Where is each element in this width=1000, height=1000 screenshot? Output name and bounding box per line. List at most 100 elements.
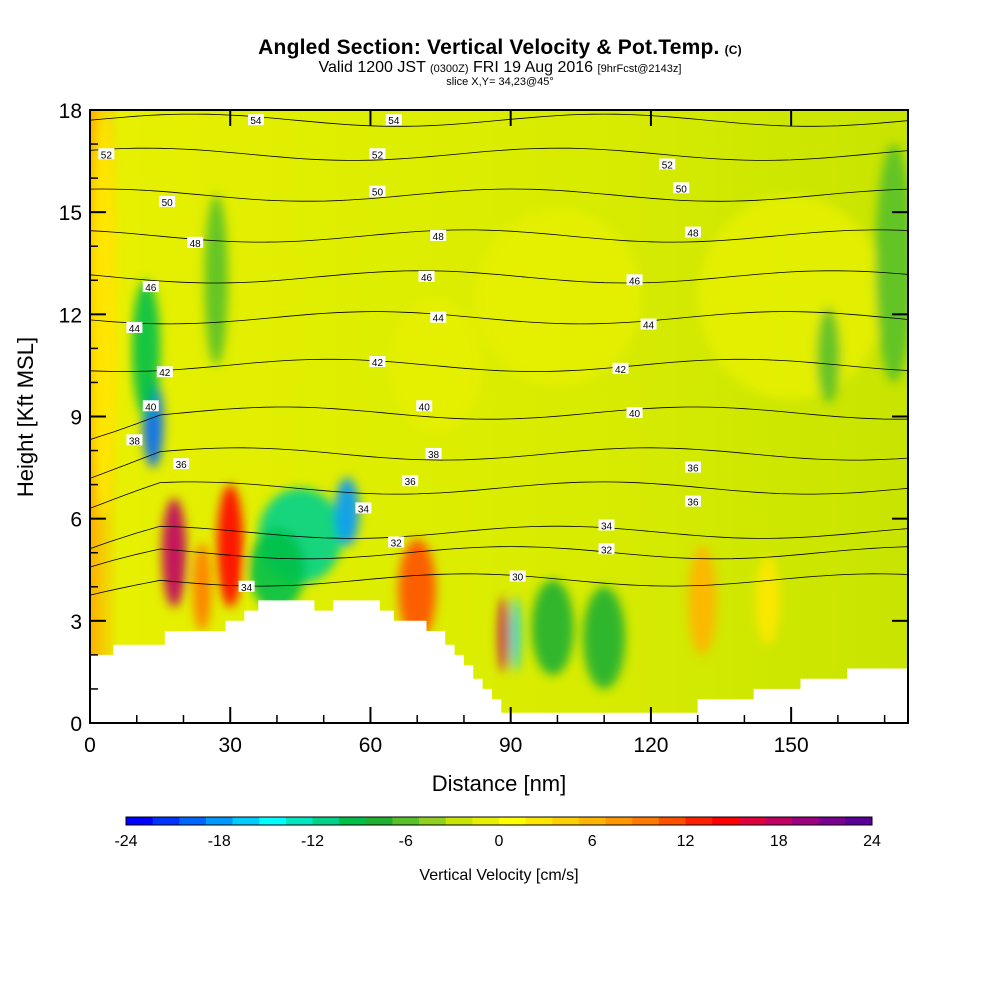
contour-label: 32 (388, 536, 405, 550)
contour-label: 40 (626, 407, 643, 420)
contour-label: 50 (673, 182, 690, 195)
velocity-cell (531, 579, 574, 676)
velocity-cell (697, 195, 885, 400)
svg-text:40: 40 (419, 402, 431, 413)
svg-text:38: 38 (129, 436, 141, 447)
velocity-cell (248, 528, 306, 611)
theta-contour-line (90, 270, 908, 284)
contour-label: 36 (684, 495, 701, 509)
contour-label: 44 (640, 318, 657, 332)
colorbar-swatch (738, 817, 766, 825)
colorbar-swatch (605, 817, 633, 825)
svg-text:42: 42 (615, 365, 627, 376)
title-unit: (C) (724, 43, 742, 57)
contour-label: 48 (430, 230, 447, 243)
colorbar-tick-label: -6 (399, 833, 413, 850)
svg-text:30: 30 (512, 573, 524, 584)
svg-text:34: 34 (601, 521, 613, 532)
svg-text:38: 38 (428, 450, 440, 461)
svg-text:44: 44 (643, 321, 655, 332)
y-tick-label: 9 (70, 407, 82, 430)
theta-contour-line (90, 525, 908, 550)
velocity-cell (398, 539, 436, 642)
slice-info: slice X,Y= 34,23@45° (446, 76, 554, 88)
svg-text:36: 36 (176, 460, 188, 471)
velocity-cell (217, 484, 244, 608)
y-tick-label: 12 (59, 304, 82, 327)
velocity-cell (192, 542, 212, 632)
colorbar-swatch (232, 817, 260, 825)
colorbar-swatch (392, 817, 420, 825)
colorbar-tick-label: 6 (588, 833, 597, 850)
colorbar-tick-label: -18 (208, 833, 231, 850)
plot-area: 54 54 52 52 52 50 50 50 48 48 48 46 46 46 44 44 44 42 42 42… (90, 110, 908, 723)
svg-text:48: 48 (687, 229, 699, 240)
colorbar-swatch (499, 817, 527, 825)
colorbar-tick-label: 0 (495, 833, 504, 850)
colorbar-swatch (685, 817, 713, 825)
contour-label: 40 (142, 400, 159, 413)
colorbar-swatch (285, 817, 313, 825)
contour-label: 30 (509, 570, 526, 584)
theta-contour-line (90, 113, 908, 127)
velocity-cell (816, 307, 841, 403)
svg-text:46: 46 (421, 273, 433, 284)
y-tick-label: 3 (70, 611, 82, 634)
velocity-cell (875, 144, 908, 383)
svg-text:36: 36 (687, 498, 699, 509)
valid-date: FRI 19 Aug 2016 (472, 59, 594, 76)
theta-contour-line (90, 546, 908, 568)
svg-text:44: 44 (129, 324, 141, 335)
valid-time: Valid 1200 JST (0300Z) FRI 19 Aug 2016 [… (0, 59, 1000, 77)
contour-label: 52 (369, 148, 386, 161)
svg-text:46: 46 (629, 276, 641, 287)
x-tick-label: 30 (219, 734, 242, 757)
colorbar-tick-label: 18 (770, 833, 788, 850)
svg-text:40: 40 (629, 409, 641, 420)
svg-text:48: 48 (433, 232, 445, 243)
velocity-cell (473, 208, 642, 386)
contour-label: 42 (612, 362, 629, 376)
y-tick-label: 15 (59, 202, 82, 225)
velocity-cell (510, 596, 521, 672)
contour-label: 38 (126, 434, 143, 447)
x-tick-label: 90 (499, 734, 522, 757)
colorbar-tick-label: -24 (114, 833, 137, 850)
theta-contour-line (90, 358, 908, 372)
svg-text:52: 52 (662, 160, 674, 171)
colorbar-swatch (658, 817, 686, 825)
colorbar-swatch (179, 817, 207, 825)
colorbar-swatch (259, 817, 287, 825)
colorbar-swatch (845, 817, 873, 825)
contour-label: 46 (142, 281, 159, 294)
x-tick-label: 150 (774, 734, 809, 757)
contour-label: 44 (430, 311, 447, 325)
colorbar-tick-label: -12 (301, 833, 324, 850)
terrain-mask (90, 600, 908, 723)
colorbar-swatch (712, 817, 740, 825)
velocity-cell (583, 586, 626, 689)
colorbar-swatch (152, 817, 180, 825)
contour-label: 50 (369, 185, 386, 199)
svg-text:52: 52 (372, 150, 384, 161)
colorbar-swatch (312, 817, 340, 825)
svg-text:42: 42 (159, 368, 171, 379)
contour-label: 36 (402, 475, 419, 488)
svg-text:34: 34 (358, 504, 370, 515)
colorbar-swatch (126, 817, 154, 825)
colorbar-swatch (632, 817, 660, 825)
colorbar-swatch (339, 817, 367, 825)
colorbar-swatch (818, 817, 846, 825)
colorbar-tick-label: 12 (677, 833, 695, 850)
contour-label: 34 (238, 580, 255, 594)
velocity-cell (688, 545, 717, 655)
svg-text:50: 50 (372, 188, 384, 199)
colorbar-title: Vertical Velocity [cm/s] (419, 867, 578, 884)
colorbar-swatch (445, 817, 473, 825)
svg-text:40: 40 (145, 402, 157, 413)
svg-text:36: 36 (687, 464, 699, 475)
y-tick-label: 0 (70, 713, 82, 736)
contour-label: 42 (156, 366, 173, 379)
velocity-cell (334, 477, 360, 546)
